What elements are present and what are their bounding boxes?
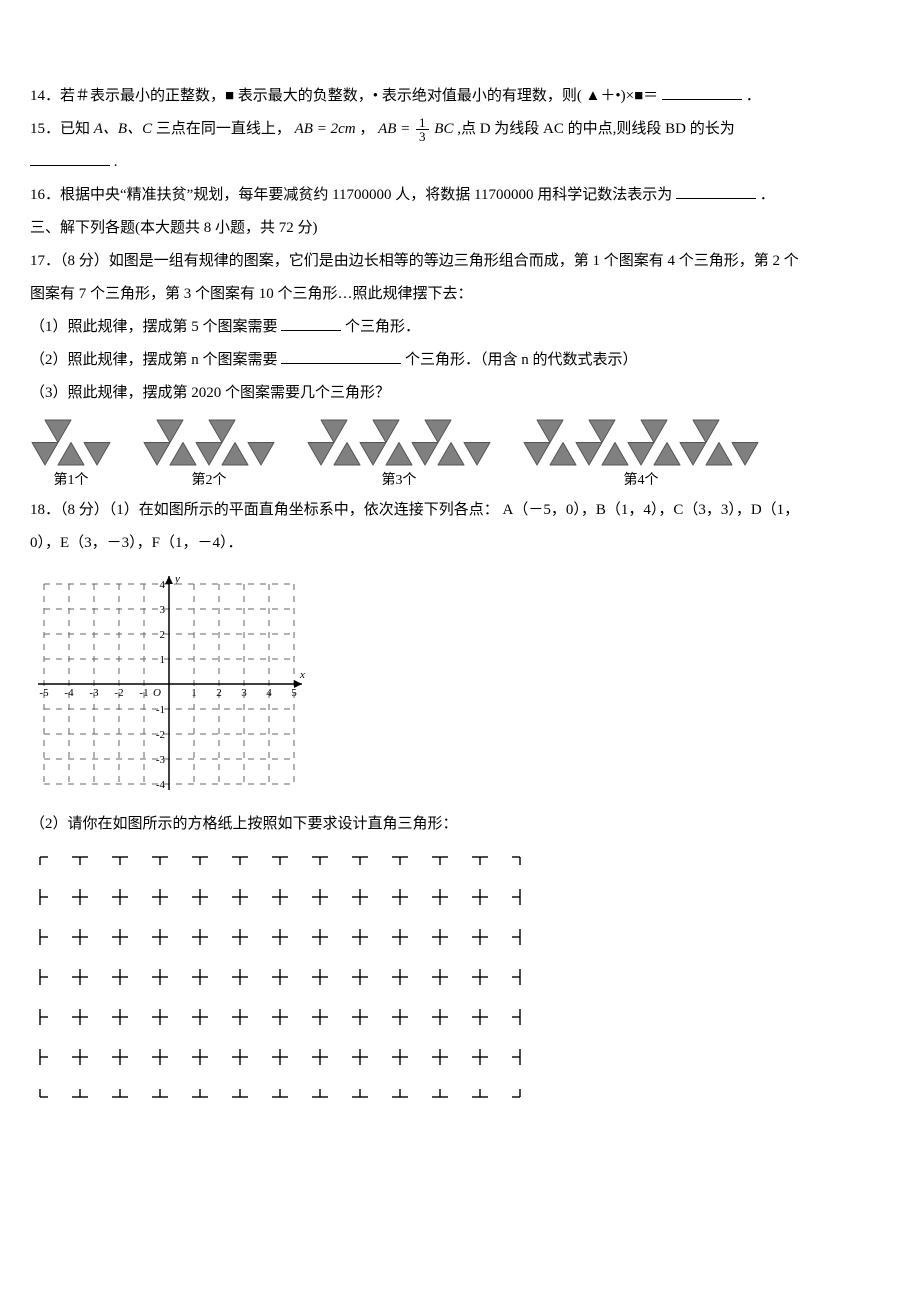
svg-text:O: O (153, 687, 161, 699)
pattern-label-4: 第4个 (624, 473, 659, 490)
svg-text:-1: -1 (139, 687, 148, 699)
q17-p2b: 个三角形．（用含 n 的代数式表示） (405, 352, 638, 368)
frac-num: 1 (416, 116, 429, 129)
svg-text:-2: -2 (114, 687, 123, 699)
q15-mid1: 三点在同一直线上， (156, 121, 291, 137)
q17-line1: 17．（8 分）如图是一组有规律的图案，它们是由边长相等的等边三角形组合而成，第… (30, 245, 890, 278)
q15-bc: BC (434, 121, 453, 137)
q16: 16．根据中央“精准扶贫”规划，每年要减贫约 11700000 人，将数据 11… (30, 179, 890, 212)
q15-comma: ， (359, 121, 374, 137)
q17-part3: （3）照此规律，摆成第 2020 个图案需要几个三角形？ (30, 377, 890, 410)
q17-part2: （2）照此规律，摆成第 n 个图案需要 个三角形．（用含 n 的代数式表示） (30, 344, 890, 377)
pattern-3: 第3个 (306, 418, 492, 490)
q15-blank (30, 150, 110, 166)
q15-prefix: 15．已知 (30, 121, 94, 137)
svg-text:4: 4 (266, 687, 272, 699)
coordinate-grid: -5 -4 -3 -2 -1 1 2 3 4 5 -4 -3 -2 -1 1 2 3 4 Ox y (30, 570, 890, 798)
q14-blank (662, 84, 742, 100)
q14: 14．若＃表示最小的正整数，■ 表示最大的负整数，• 表示绝对值最小的有理数，则… (30, 80, 890, 113)
pattern-2: 第2个 (142, 418, 276, 490)
svg-text:-4: -4 (156, 779, 166, 791)
q16-text: 16．根据中央“精准扶贫”规划，每年要减贫约 11700000 人，将数据 11… (30, 187, 672, 203)
q17-line2: 图案有 7 个三角形，第 3 个图案有 10 个三角形…照此规律摆下去： (30, 278, 890, 311)
svg-text:-5: -5 (39, 687, 49, 699)
svg-text:3: 3 (241, 687, 247, 699)
q15-period: . (114, 154, 118, 170)
pattern-label-1: 第1个 (54, 473, 89, 490)
svg-text:-4: -4 (64, 687, 74, 699)
q18-part2: （2）请你在如图所示的方格纸上按照如下要求设计直角三角形： (30, 808, 890, 841)
q14-period: ． (746, 88, 761, 104)
pattern-1: 第1个 (30, 418, 112, 490)
q15-pts: A、B、C (94, 121, 152, 137)
svg-text:-3: -3 (89, 687, 99, 699)
fraction-one-third: 1 3 (416, 116, 429, 143)
q15: 15．已知 A、B、C 三点在同一直线上， AB = 2cm ， AB = 1 … (30, 113, 890, 146)
svg-text:2: 2 (216, 687, 222, 699)
q17-p1-blank (281, 315, 341, 331)
svg-text:2: 2 (160, 629, 166, 641)
pattern-4: 第4个 (522, 418, 760, 490)
dot-grid (30, 847, 890, 1107)
svg-text:-2: -2 (156, 729, 165, 741)
q18-line1: 18．（8 分）（1）在如图所示的平面直角坐标系中，依次连接下列各点： A（－5… (30, 494, 890, 527)
q15-ab: AB = 2cm (295, 121, 356, 137)
triangle-patterns: 第1个 第2个 第3个 第4个 (30, 418, 890, 490)
svg-text:y: y (174, 573, 180, 585)
svg-text:x: x (299, 669, 305, 681)
q15-mid2: ,点 D 为线段 AC 的中点,则线段 BD 的长为 (457, 121, 735, 137)
svg-text:3: 3 (160, 604, 166, 616)
q17-p1a: （1）照此规律，摆成第 5 个图案需要 (30, 319, 278, 335)
pattern-label-3: 第3个 (382, 473, 417, 490)
svg-text:4: 4 (160, 579, 166, 591)
q18-line2: 0），E（3，－3），F（1，－4）． (30, 527, 890, 560)
svg-text:1: 1 (191, 687, 197, 699)
section-3-heading: 三、解下列各题(本大题共 8 小题，共 72 分) (30, 212, 890, 245)
q17-p1b: 个三角形． (345, 319, 420, 335)
frac-den: 3 (416, 129, 429, 143)
q16-period: ． (760, 187, 775, 203)
pattern-label-2: 第2个 (192, 473, 227, 490)
q16-blank (676, 183, 756, 199)
q14-text: 14．若＃表示最小的正整数，■ 表示最大的负整数，• 表示绝对值最小的有理数，则… (30, 88, 658, 104)
q15-answer-line: . (30, 146, 890, 179)
svg-text:-1: -1 (156, 704, 165, 716)
q15-ab2: AB = (378, 121, 414, 137)
svg-text:-3: -3 (156, 754, 166, 766)
q17-part1: （1）照此规律，摆成第 5 个图案需要 个三角形． (30, 311, 890, 344)
svg-text:5: 5 (291, 687, 297, 699)
svg-text:1: 1 (160, 654, 166, 666)
q17-p2-blank (281, 348, 401, 364)
q17-p2a: （2）照此规律，摆成第 n 个图案需要 (30, 352, 278, 368)
